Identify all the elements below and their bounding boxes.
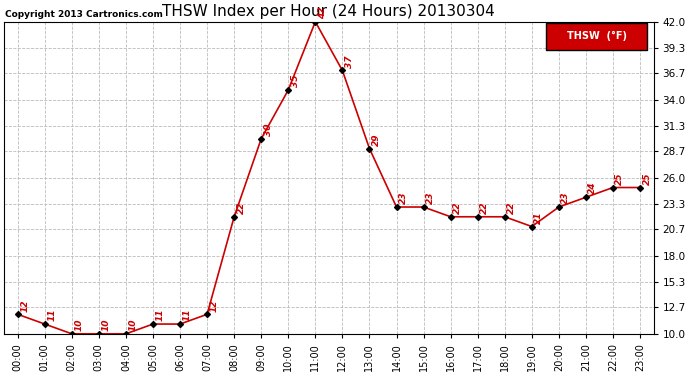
Text: 11: 11 (47, 309, 56, 321)
Text: 22: 22 (453, 201, 462, 214)
Text: 10: 10 (75, 318, 83, 331)
Text: 29: 29 (372, 133, 381, 146)
Text: 25: 25 (615, 172, 624, 185)
Text: 30: 30 (264, 123, 273, 136)
Text: 24: 24 (589, 182, 598, 195)
Text: 10: 10 (101, 318, 110, 331)
Text: 25: 25 (642, 172, 651, 185)
Text: 11: 11 (155, 309, 164, 321)
Text: 23: 23 (399, 192, 408, 204)
Text: THSW  (°F): THSW (°F) (567, 32, 627, 41)
Text: 23: 23 (561, 192, 571, 204)
Text: 22: 22 (480, 201, 489, 214)
FancyBboxPatch shape (546, 23, 647, 50)
Text: 11: 11 (182, 309, 192, 321)
Text: 10: 10 (128, 318, 137, 331)
Text: 22: 22 (507, 201, 516, 214)
Text: 37: 37 (345, 55, 354, 68)
Text: 12: 12 (20, 299, 29, 312)
Text: 12: 12 (210, 299, 219, 312)
Text: Copyright 2013 Cartronics.com: Copyright 2013 Cartronics.com (6, 10, 164, 19)
Text: 42: 42 (318, 6, 327, 19)
Text: 35: 35 (290, 75, 299, 87)
Text: 23: 23 (426, 192, 435, 204)
Text: 22: 22 (237, 201, 246, 214)
Title: THSW Index per Hour (24 Hours) 20130304: THSW Index per Hour (24 Hours) 20130304 (162, 4, 495, 19)
Text: 21: 21 (534, 211, 543, 224)
